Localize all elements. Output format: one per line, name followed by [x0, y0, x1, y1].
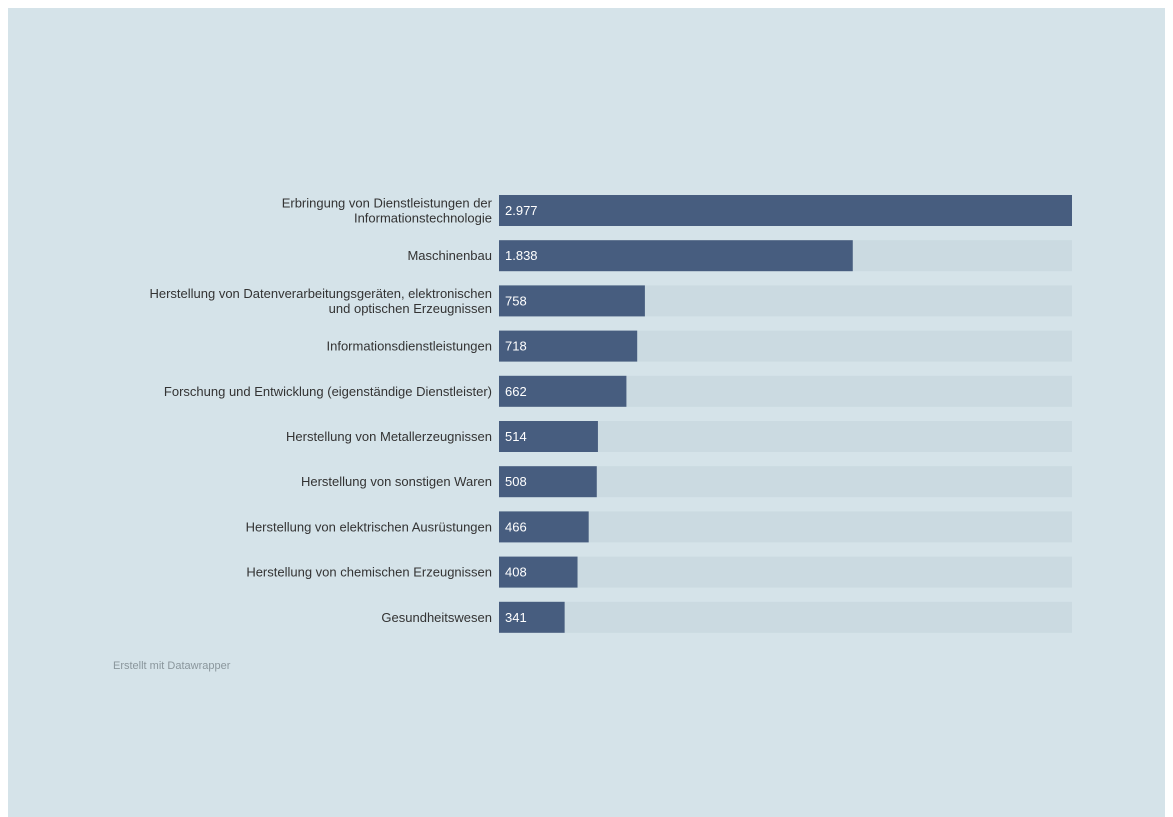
bar-value-label: 408	[505, 565, 527, 580]
category-label: Informationstechnologie	[354, 211, 492, 226]
bar-track	[499, 511, 1072, 543]
bar	[499, 285, 645, 317]
bar-track	[499, 556, 1072, 588]
category-label: Gesundheitswesen	[381, 610, 492, 625]
bar	[499, 330, 638, 362]
category-label: Herstellung von sonstigen Waren	[301, 474, 492, 489]
bar	[499, 511, 589, 543]
chart-background	[8, 8, 1165, 817]
bar-value-label: 466	[505, 519, 527, 534]
category-label: Herstellung von Metallerzeugnissen	[286, 429, 492, 444]
bar-value-label: 1.838	[505, 248, 538, 263]
bar	[499, 466, 597, 498]
category-label: Herstellung von elektrischen Ausrüstunge…	[246, 519, 492, 534]
bar-value-label: 2.977	[505, 203, 538, 218]
bar	[499, 556, 578, 588]
bar	[499, 601, 565, 633]
bar-track	[499, 601, 1072, 633]
bar-value-label: 662	[505, 384, 527, 399]
category-label: Maschinenbau	[407, 248, 492, 263]
bar-value-label: 341	[505, 610, 527, 625]
category-label: Herstellung von Datenverarbeitungsgeräte…	[149, 286, 492, 301]
category-label: Herstellung von chemischen Erzeugnissen	[246, 565, 492, 580]
bar	[499, 240, 853, 272]
category-label: und optischen Erzeugnissen	[329, 301, 492, 316]
category-label: Forschung und Entwicklung (eigenständige…	[164, 384, 492, 399]
bar	[499, 421, 598, 452]
bar-value-label: 718	[505, 339, 527, 354]
bar-value-label: 508	[505, 474, 527, 489]
credit-text: Erstellt mit Datawrapper	[113, 660, 231, 672]
category-label: Erbringung von Dienstleistungen der	[282, 196, 493, 211]
bar	[499, 195, 1072, 226]
bar-value-label: 514	[505, 429, 527, 444]
bar	[499, 375, 627, 407]
bar-value-label: 758	[505, 293, 527, 308]
category-label: Informationsdienstleistungen	[327, 339, 493, 354]
